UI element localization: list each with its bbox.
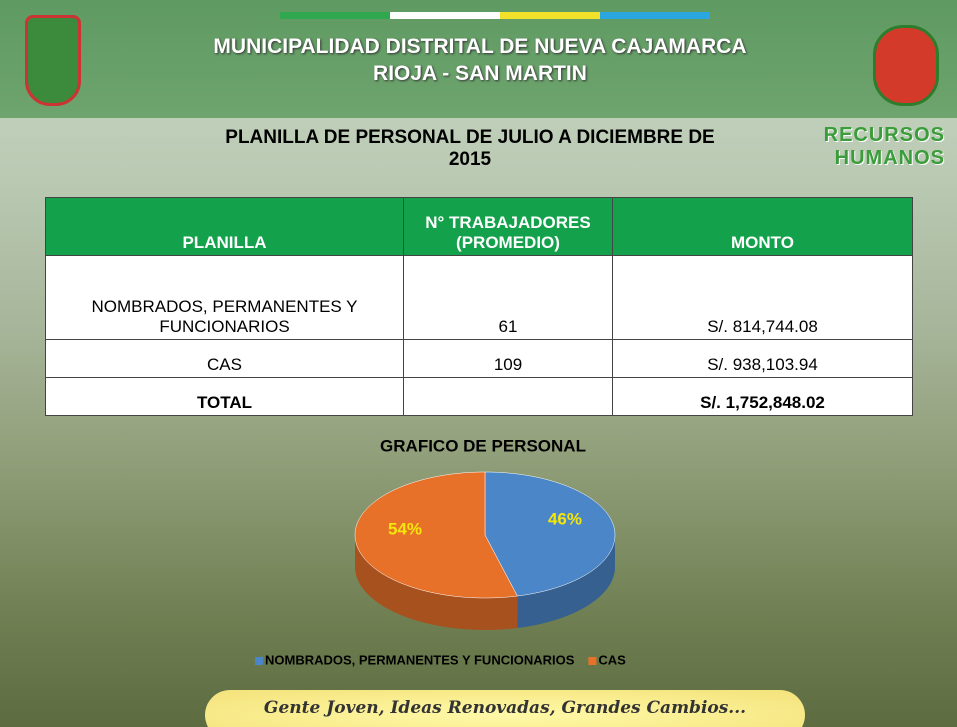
- legend-swatch: [255, 657, 263, 665]
- footer: Gente Joven, Ideas Renovadas, Grandes Ca…: [205, 690, 805, 727]
- slide: MUNICIPALIDAD DISTRITAL DE NUEVA CAJAMAR…: [0, 0, 957, 727]
- chart: GRAFICO DE PERSONAL 46% 54% NOMBRADOS, PER…: [0, 0, 957, 727]
- legend-label: CAS: [598, 652, 626, 667]
- legend-label: NOMBRADOS, PERMANENTES Y FUNCIONARIOS: [265, 652, 575, 667]
- chart-title: GRAFICO DE PERSONAL: [380, 436, 586, 455]
- data-label: 54%: [388, 519, 422, 538]
- data-label: 46%: [548, 510, 582, 529]
- legend-swatch: [588, 657, 596, 665]
